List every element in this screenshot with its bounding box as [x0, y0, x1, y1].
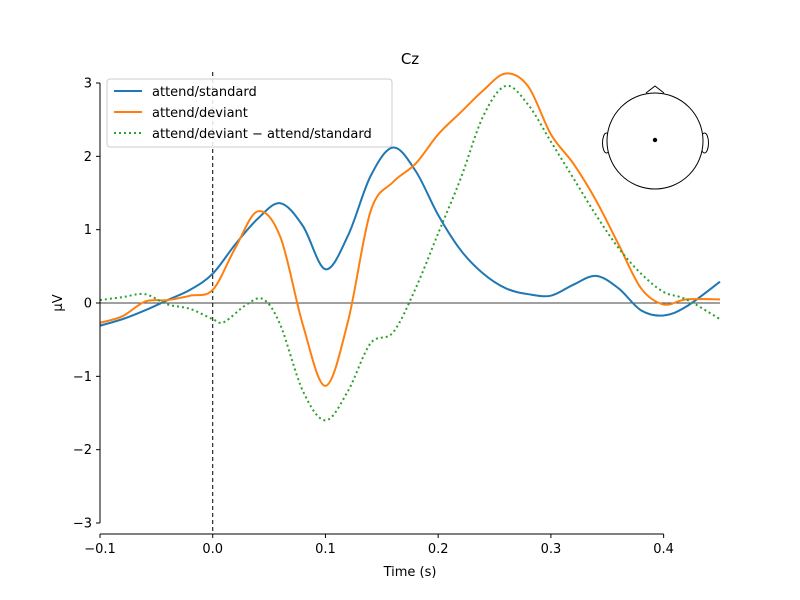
series-line-attend-deviant-attend-standard	[99, 84, 721, 422]
legend-label-attend-standard: attend/standard	[152, 85, 257, 100]
y-tick-label: −1	[73, 370, 92, 385]
y-tick-label: 1	[84, 223, 92, 238]
x-tick-label: 0.3	[541, 542, 562, 557]
y-tick-label: −2	[73, 443, 92, 458]
sensor-cz-dot	[652, 137, 658, 143]
legend-label-attend-deviant: attend/deviant	[152, 106, 248, 121]
x-axis-label: Time (s)	[383, 565, 437, 580]
sensor-head-map	[602, 85, 709, 190]
x-tick-label: 0.0	[202, 542, 223, 557]
series-line-attend-deviant	[99, 72, 721, 387]
y-tick-label: 2	[84, 150, 92, 165]
legend-label-difference: attend/deviant − attend/standard	[152, 127, 372, 142]
series-line-attend-standard	[99, 146, 721, 327]
y-tick-label: 3	[84, 77, 92, 92]
x-tick-label: −0.1	[84, 542, 116, 557]
y-tick-label: −3	[73, 517, 92, 532]
x-tick-label: 0.4	[653, 542, 674, 557]
head-nose-icon	[645, 85, 665, 94]
y-tick-label: 0	[84, 297, 92, 312]
x-tick-label: 0.2	[428, 542, 449, 557]
y-axis-label: µV	[51, 294, 66, 311]
legend: attend/standard attend/deviant attend/de…	[106, 78, 393, 148]
x-tick-label: 0.1	[315, 542, 336, 557]
legend-frame	[106, 78, 393, 148]
chart-title: Cz	[401, 50, 419, 68]
